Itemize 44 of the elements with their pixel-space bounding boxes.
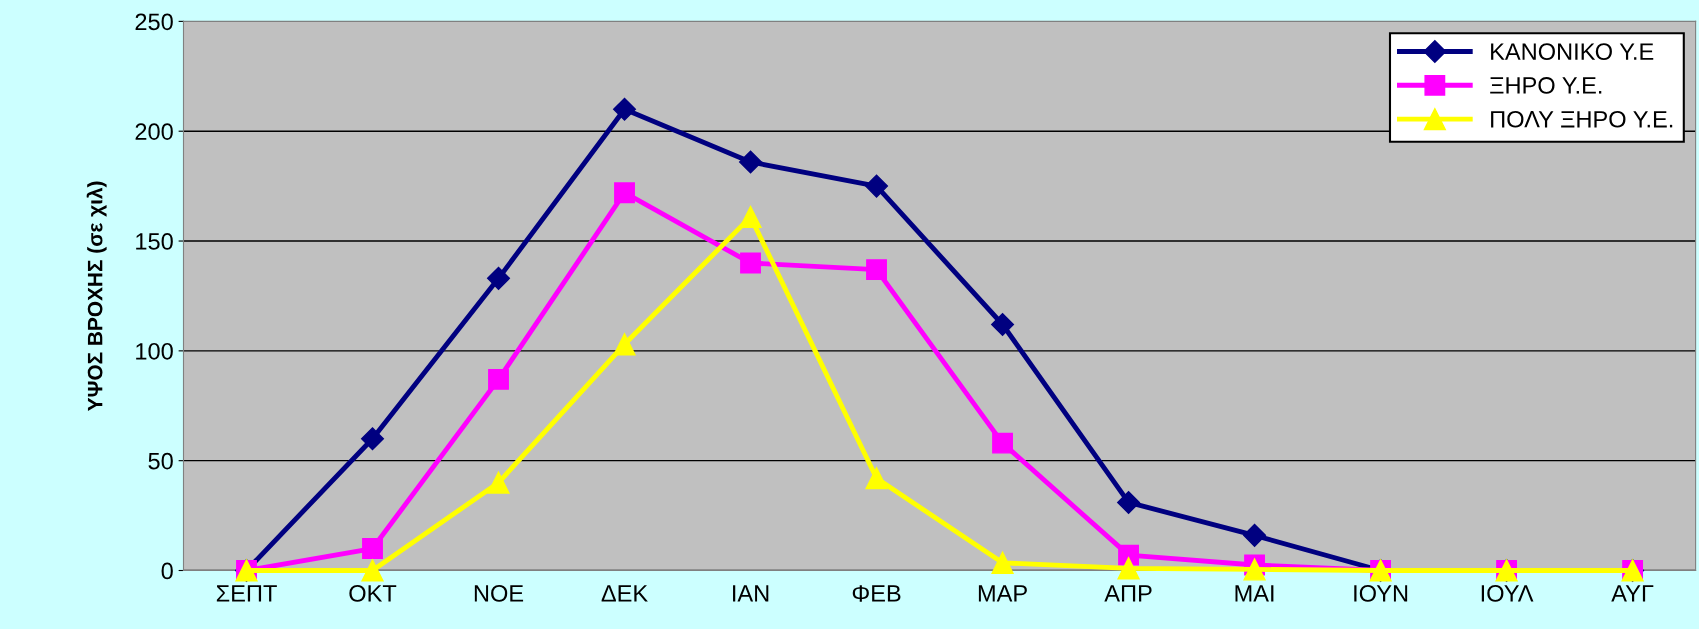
y-axis-title: ΥΨΟΣ ΒΡΟΧΗΣ (σε χιλ) bbox=[86, 181, 107, 411]
point bbox=[614, 182, 635, 204]
x-tick-label: ΜΑΙ bbox=[1235, 585, 1274, 602]
point bbox=[361, 427, 385, 451]
x-tick-label: ΟΚΤ bbox=[349, 585, 397, 602]
x-tick-label: ΙΟΥΛ bbox=[1481, 585, 1534, 602]
point bbox=[739, 150, 763, 174]
point bbox=[362, 538, 383, 559]
x-tick-label: ΜΑΡ bbox=[978, 585, 1027, 602]
x-tick-label: ΑΠΡ bbox=[1104, 585, 1152, 602]
point bbox=[991, 551, 1014, 574]
point bbox=[991, 313, 1015, 336]
point bbox=[865, 467, 888, 490]
x-tick-label: ΙΟΥΝ bbox=[1354, 585, 1408, 602]
point bbox=[1117, 557, 1140, 580]
point bbox=[865, 174, 889, 198]
point bbox=[613, 97, 637, 121]
legend-label: ΠΟΛΥ ΞΗΡΟ Υ.Ε. bbox=[1491, 110, 1673, 128]
point bbox=[1243, 523, 1267, 547]
y-tick-label: 50 bbox=[148, 452, 173, 470]
point bbox=[740, 252, 761, 274]
point bbox=[739, 205, 762, 228]
point bbox=[488, 368, 509, 390]
y-tick-label: 0 bbox=[161, 562, 173, 580]
x-tick-label: ΙΑΝ bbox=[733, 585, 769, 602]
x-tick-label: ΑΥΓ bbox=[1611, 585, 1654, 602]
point bbox=[1117, 490, 1141, 514]
x-tick-label: ΦΕΒ bbox=[852, 585, 901, 602]
x-tick-label: ΣΕΠΤ bbox=[216, 585, 277, 602]
x-tick-label: ΝΟΕ bbox=[474, 585, 524, 602]
point bbox=[361, 559, 384, 582]
legend-label: ΞΗΡΟ Υ.Ε. bbox=[1490, 77, 1602, 94]
y-tick-label: 250 bbox=[135, 13, 173, 31]
point bbox=[1243, 558, 1266, 581]
point bbox=[487, 266, 511, 290]
point bbox=[613, 333, 636, 356]
point bbox=[487, 471, 510, 494]
legend-label: ΚΑΝΟΝΙΚΟ Υ.Ε bbox=[1491, 43, 1654, 60]
y-tick-label: 200 bbox=[135, 123, 173, 140]
x-tick-label: ΔΕΚ bbox=[601, 585, 648, 602]
point bbox=[992, 432, 1013, 454]
point bbox=[866, 259, 887, 281]
y-tick-label: 100 bbox=[136, 342, 173, 360]
y-tick-label: 150 bbox=[136, 233, 173, 250]
